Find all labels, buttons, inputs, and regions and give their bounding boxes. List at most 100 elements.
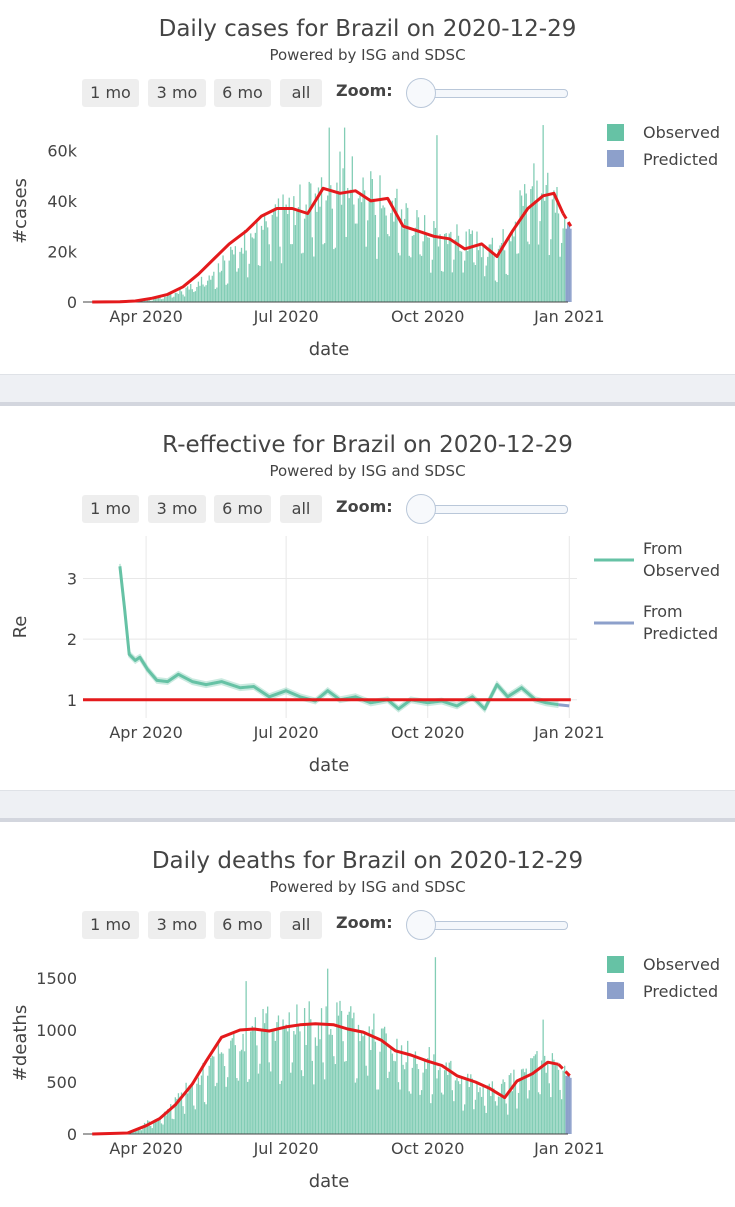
observed-bar [473, 262, 474, 302]
observed-bar [221, 271, 222, 302]
observed-bar [390, 1048, 391, 1134]
observed-bar [213, 272, 214, 302]
observed-bar [392, 201, 393, 302]
observed-bar [549, 255, 550, 302]
y-tick-label: 1000 [36, 1021, 77, 1040]
observed-bar [546, 1073, 547, 1134]
observed-bar [467, 251, 468, 302]
observed-bar [270, 1071, 271, 1134]
observed-bar [224, 1066, 225, 1134]
observed-bar [182, 295, 183, 302]
observed-bar [504, 1082, 505, 1134]
observed-bar [518, 1093, 519, 1134]
observed-bar [172, 1119, 173, 1134]
observed-bar [173, 1119, 174, 1134]
observed-bar [484, 276, 485, 302]
observed-bar [141, 1130, 142, 1134]
observed-bar [350, 190, 351, 302]
observed-bar [541, 1061, 542, 1134]
observed-bar [267, 1007, 268, 1134]
observed-bar [439, 234, 440, 302]
observed-bar [376, 1090, 377, 1134]
observed-bar [532, 1058, 533, 1134]
observed-bar [239, 1051, 240, 1134]
observed-bar [542, 125, 543, 302]
observed-bar [339, 152, 340, 302]
observed-bar [161, 1123, 162, 1134]
legend-predicted-label: Predicted [643, 150, 718, 169]
observed-bar [199, 286, 200, 302]
legend-observed-label-line2: Observed [643, 561, 720, 580]
observed-bar [346, 237, 347, 302]
observed-bar [452, 272, 453, 302]
observed-bar [378, 237, 379, 302]
observed-bar [389, 236, 390, 302]
observed-bar [487, 1085, 488, 1134]
observed-bar [401, 1045, 402, 1134]
observed-bar [275, 1041, 276, 1134]
observed-bar [193, 292, 194, 302]
observed-bar [245, 251, 246, 302]
observed-bar [150, 1126, 151, 1134]
observed-bar [550, 1097, 551, 1134]
observed-bar [189, 1086, 190, 1134]
observed-bar [232, 250, 233, 302]
observed-bar [524, 184, 525, 302]
observed-bar [306, 1045, 307, 1134]
observed-bar [376, 259, 377, 302]
observed-bar [287, 1031, 288, 1134]
observed-bar [553, 190, 554, 302]
observed-bar [299, 185, 300, 302]
observed-bar [361, 1033, 362, 1134]
observed-bar [387, 1078, 388, 1134]
observed-bar [229, 261, 230, 302]
observed-bar [416, 1064, 417, 1134]
observed-bar [167, 296, 168, 302]
predicted-line [559, 705, 570, 706]
observed-bar [529, 1090, 530, 1134]
observed-bar [529, 244, 530, 302]
observed-bar [432, 260, 433, 302]
observed-bar [253, 239, 254, 302]
observed-bar [353, 205, 354, 302]
observed-bar [419, 254, 420, 302]
observed-bar [533, 163, 534, 302]
observed-bar [516, 1109, 517, 1134]
predicted-bar [567, 1074, 569, 1134]
observed-bar [398, 253, 399, 302]
observed-bar [344, 128, 345, 302]
observed-bar [533, 1056, 534, 1134]
observed-bar [295, 1035, 296, 1134]
observed-bar [412, 236, 413, 302]
observed-bar [378, 1089, 379, 1134]
y-tick-label: 20k [47, 242, 77, 261]
observed-bar [276, 1022, 277, 1134]
observed-bar [469, 1087, 470, 1134]
observed-bar [205, 1104, 206, 1134]
observed-bar [233, 254, 234, 302]
observed-bar [212, 276, 213, 302]
observed-bar [202, 285, 203, 302]
observed-bar [447, 244, 448, 302]
observed-bar [301, 1070, 302, 1134]
predicted-bar [567, 224, 569, 302]
observed-bar [249, 264, 250, 302]
observed-bar [502, 1079, 503, 1134]
observed-bar [390, 213, 391, 302]
observed-bar [338, 1016, 339, 1134]
observed-bar [492, 238, 493, 302]
observed-bar [407, 208, 408, 302]
observed-bar [449, 234, 450, 302]
observed-bar [538, 1092, 539, 1134]
observed-bar [381, 208, 382, 302]
observed-bar [469, 229, 470, 302]
observed-bar [482, 244, 483, 302]
observed-bar [315, 1037, 316, 1134]
observed-bar [235, 246, 236, 302]
observed-bar [442, 1095, 443, 1134]
observed-bar [459, 251, 460, 302]
observed-bar [192, 1082, 193, 1134]
observed-bar [536, 1051, 537, 1134]
observed-bar [441, 271, 442, 302]
observed-bar [415, 1051, 416, 1134]
